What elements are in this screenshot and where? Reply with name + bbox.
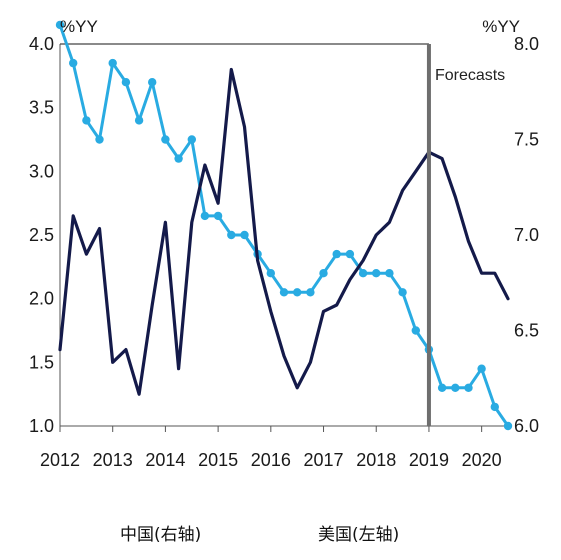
china-data-point — [121, 78, 131, 87]
series-line-us — [58, 67, 510, 396]
left-tick-label: 4.0 — [29, 34, 54, 54]
china-data-point — [464, 383, 473, 392]
china-data-point — [213, 211, 223, 221]
china-data-point — [372, 269, 381, 278]
right-tick-label: 7.0 — [514, 225, 539, 245]
right-tick-label: 6.5 — [514, 321, 539, 341]
china-data-point — [451, 383, 460, 392]
x-tick-label: 2020 — [462, 450, 502, 470]
china-data-point — [55, 20, 65, 30]
left-tick-label: 2.0 — [29, 289, 54, 309]
legend-china-label: 中国(右轴) — [120, 525, 201, 545]
china-data-point — [174, 154, 183, 163]
china-data-point — [187, 135, 196, 144]
forecast-label: Forecasts — [435, 67, 505, 84]
left-tick-label: 3.0 — [29, 161, 54, 181]
x-tick-label: 2013 — [93, 450, 133, 470]
left-tick-label: 2.5 — [29, 225, 54, 245]
china-data-point — [385, 269, 394, 278]
left-axis-unit: %YY — [60, 17, 98, 36]
legend-us-label: 美国(左轴) — [318, 525, 399, 545]
china-data-point — [437, 383, 447, 392]
right-tick-label: 8.0 — [514, 34, 539, 54]
left-tick-label: 3.5 — [29, 98, 54, 118]
right-axis-unit: %YY — [482, 17, 520, 36]
left-tick-label: 1.0 — [29, 416, 54, 436]
china-data-point — [332, 249, 341, 259]
china-data-point — [240, 230, 249, 240]
x-tick-label: 2017 — [304, 450, 344, 470]
china-data-point — [227, 230, 236, 240]
china-data-point — [69, 58, 78, 68]
china-data-point — [148, 78, 157, 87]
china-data-point — [82, 116, 91, 125]
left-tick-label: 1.5 — [29, 352, 54, 372]
china-data-point — [345, 249, 355, 259]
china-data-point — [411, 326, 420, 335]
china-data-point — [95, 135, 104, 144]
right-tick-label: 7.5 — [514, 130, 539, 150]
x-tick-label: 2018 — [356, 450, 396, 470]
china-data-point — [490, 402, 499, 412]
china-data-point — [358, 269, 368, 278]
china-data-point — [477, 364, 486, 373]
x-tick-label: 2014 — [145, 450, 185, 470]
china-data-point — [293, 288, 302, 297]
right-tick-label: 6.0 — [514, 416, 539, 436]
china-data-point — [398, 288, 407, 297]
x-tick-label: 2019 — [409, 450, 449, 470]
china-data-point — [161, 135, 170, 144]
x-tick-label: 2015 — [198, 450, 238, 470]
china-data-point — [200, 211, 210, 221]
china-data-point — [279, 288, 289, 297]
china-data-point — [306, 288, 315, 297]
china-data-point — [503, 421, 513, 431]
x-tick-label: 2016 — [251, 450, 291, 470]
china-data-point — [266, 269, 275, 278]
china-data-point — [134, 116, 144, 125]
china-data-point — [319, 269, 328, 278]
china-data-point — [108, 58, 117, 68]
x-tick-label: 2012 — [40, 450, 80, 470]
